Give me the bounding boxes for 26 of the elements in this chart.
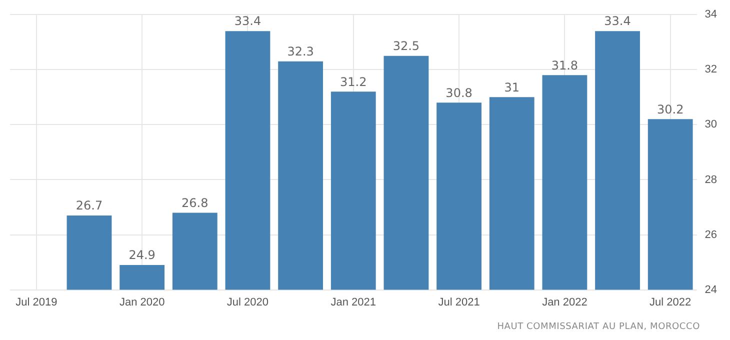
y-tick-label: 34 [704,8,718,21]
data-label: 30.8 [446,86,472,100]
data-label: 32.3 [287,44,314,59]
data-label: 26.7 [76,198,103,213]
y-tick-label: 24 [704,284,718,296]
data-label: 31.2 [340,74,367,89]
data-label: 30.2 [656,102,684,116]
x-tick-label: Jul 2020 [226,296,269,308]
y-tick-label: 28 [704,174,718,186]
data-label: 33.4 [234,14,262,28]
y-tick-label: 32 [704,64,718,76]
data-label: 32.5 [392,39,420,54]
y-tick-label: 26 [704,228,718,241]
x-tick-label: Jul 2022 [650,296,692,308]
x-tick-label: Jul 2021 [438,296,480,308]
data-label: 31.8 [551,58,578,72]
text: HAUT COMMISSARIAT AU PLAN, MOROCCO [497,322,700,332]
data-label: 31 [504,80,520,94]
x-tick-label: Jan 2022 [542,296,588,308]
x-tick-label: Jul 2019 [16,296,58,308]
y-tick-label: 30 [704,118,718,131]
x-tick-label: Jan 2021 [330,296,376,308]
data-label: 24.9 [128,248,156,262]
data-label: 26.8 [182,196,208,210]
x-tick-label: Jan 2020 [119,296,165,308]
data-label: 33.4 [604,14,631,28]
